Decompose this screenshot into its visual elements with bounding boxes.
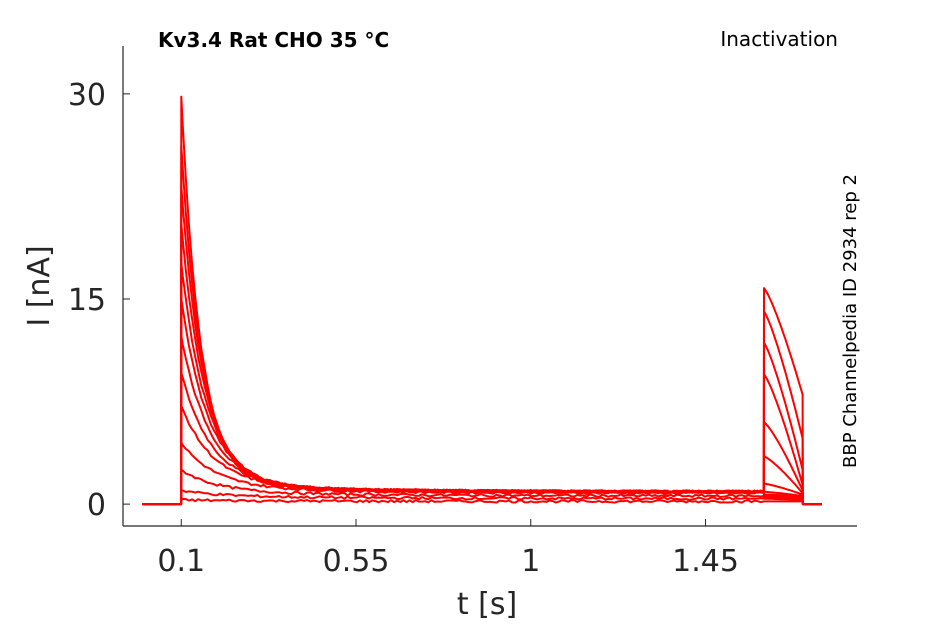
y-tick-label: 0 [87, 488, 106, 523]
x-axis-ticks: 0.1 0.55 1 1.45 [157, 519, 739, 579]
current-trace [142, 184, 822, 506]
current-trace [142, 334, 822, 506]
current-trace [142, 371, 822, 506]
current-trace [142, 95, 822, 506]
chart-title: Kv3.4 Rat CHO 35 °C [158, 28, 389, 52]
current-trace [142, 497, 822, 506]
current-trace [142, 441, 822, 506]
x-axis-label: t [s] [457, 587, 517, 622]
y-tick-label: 15 [68, 283, 106, 318]
y-axis-ticks: 0 15 30 [68, 78, 130, 523]
x-tick-label: 1.45 [672, 544, 739, 579]
current-trace [142, 222, 822, 506]
current-trace [142, 468, 822, 506]
protocol-label: Inactivation [720, 27, 838, 51]
x-tick-label: 0.55 [323, 544, 390, 579]
current-trace [142, 144, 822, 506]
source-label: BBP Channelpedia ID 2934 rep 2 [840, 174, 861, 468]
current-trace [142, 489, 822, 506]
current-traces [142, 95, 822, 506]
y-tick-label: 30 [68, 78, 106, 113]
x-tick-label: 0.1 [157, 544, 205, 579]
y-axis-label: I [nA] [22, 245, 57, 326]
x-tick-label: 1 [521, 544, 540, 579]
